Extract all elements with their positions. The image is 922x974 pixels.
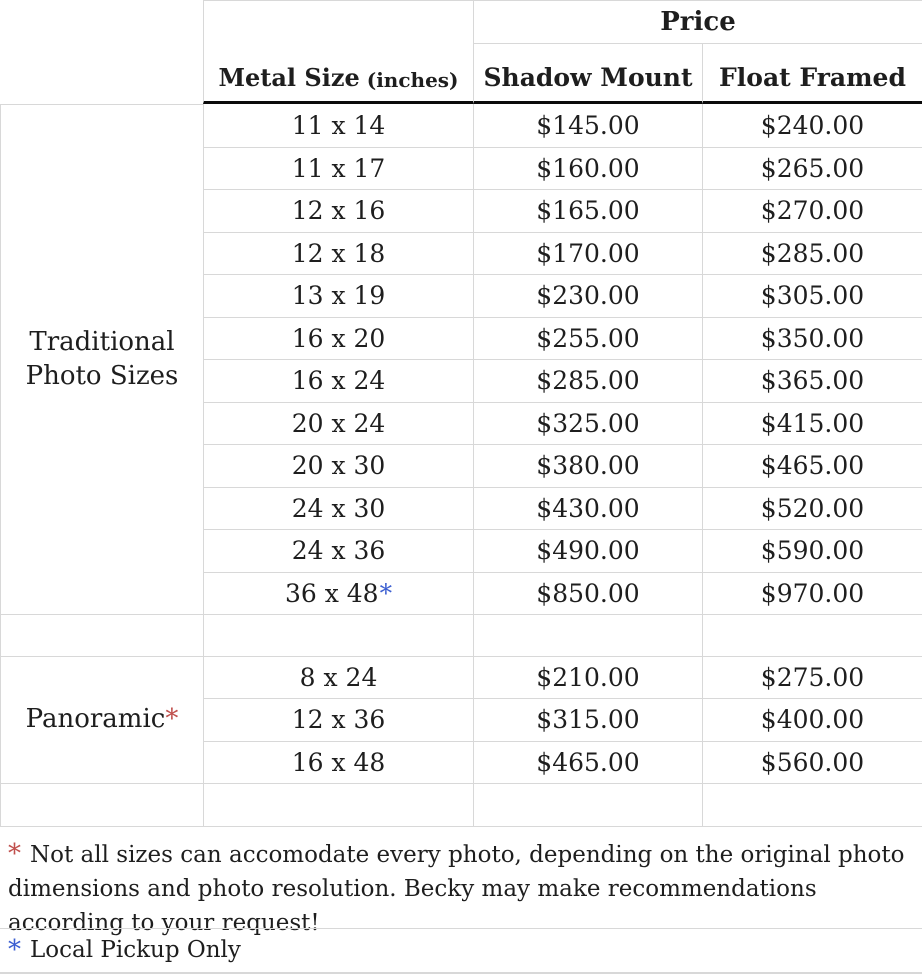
price-header-label: Price (660, 7, 736, 37)
size-cell: 8 x 24 (203, 656, 473, 699)
shadow-mount-price-cell: $210.00 (473, 656, 702, 699)
group-label-traditional-text: Traditional Photo Sizes (25, 327, 179, 391)
shadow-mount-header: Shadow Mount (473, 44, 702, 104)
size-cell: 11 x 17 (203, 146, 473, 189)
size-cell: 12 x 36 (203, 698, 473, 741)
size-cell: 16 x 20 (203, 316, 473, 359)
size-cell: 16 x 24 (203, 359, 473, 402)
size-cell: 13 x 19 (203, 274, 473, 317)
shadow-mount-price-cell: $285.00 (473, 359, 702, 402)
spacer-cell (0, 782, 203, 826)
float-framed-price-cell: $305.00 (702, 274, 922, 317)
shadow-mount-price-cell: $850.00 (473, 571, 702, 614)
float-framed-price-cell: $970.00 (702, 571, 922, 614)
float-framed-price-cell: $240.00 (702, 104, 922, 147)
float-framed-price-cell: $415.00 (702, 401, 922, 444)
footnote-local-pickup-text: Local Pickup Only (30, 937, 241, 964)
size-cell: 16 x 48 (203, 740, 473, 783)
shadow-mount-price-cell: $325.00 (473, 401, 702, 444)
size-cell: 24 x 30 (203, 486, 473, 529)
float-framed-header-label: Float Framed (719, 63, 906, 92)
shadow-mount-price-cell: $380.00 (473, 444, 702, 487)
shadow-mount-price-cell: $145.00 (473, 104, 702, 147)
float-framed-price-cell: $350.00 (702, 316, 922, 359)
spacer-cell (0, 614, 203, 656)
local-pickup-asterisk: * (379, 578, 393, 608)
price-header: Price (473, 0, 922, 44)
metal-size-header-label: Metal Size (218, 63, 360, 92)
float-framed-price-cell: $590.00 (702, 529, 922, 572)
shadow-mount-price-cell: $230.00 (473, 274, 702, 317)
float-framed-price-cell: $275.00 (702, 656, 922, 699)
group-label-panoramic-text: Panoramic* (25, 704, 179, 735)
shadow-mount-price-cell: $160.00 (473, 146, 702, 189)
shadow-mount-header-label: Shadow Mount (483, 63, 693, 92)
spacer-cell (473, 782, 702, 826)
shadow-mount-price-cell: $490.00 (473, 529, 702, 572)
shadow-mount-price-cell: $430.00 (473, 486, 702, 529)
spacer-cell (702, 614, 922, 656)
size-cell: 12 x 18 (203, 231, 473, 274)
local-pickup-asterisk: * (8, 935, 21, 966)
spacer-cell (702, 782, 922, 826)
shadow-mount-price-cell: $170.00 (473, 231, 702, 274)
float-framed-header: Float Framed (702, 44, 922, 104)
footnote-sizes: * Not all sizes can accomodate every phot… (0, 825, 922, 936)
size-cell: 36 x 48 * (203, 571, 473, 614)
float-framed-price-cell: $465.00 (702, 444, 922, 487)
shadow-mount-price-cell: $465.00 (473, 740, 702, 783)
float-framed-price-cell: $265.00 (702, 146, 922, 189)
size-cell: 11 x 14 (203, 104, 473, 147)
float-framed-price-cell: $400.00 (702, 698, 922, 741)
size-cell: 24 x 36 (203, 529, 473, 572)
spacer-cell (473, 614, 702, 656)
float-framed-price-cell: $365.00 (702, 359, 922, 402)
metal-size-header-unit: (inches) (366, 68, 459, 92)
group-label-traditional: Traditional Photo Sizes (0, 104, 203, 614)
footnote-sizes-text: Not all sizes can accomodate every photo… (8, 841, 905, 936)
shadow-mount-price-cell: $165.00 (473, 189, 702, 232)
spacer-cell (203, 782, 473, 826)
sizes-note-asterisk: * (8, 838, 21, 869)
float-framed-price-cell: $270.00 (702, 189, 922, 232)
shadow-mount-price-cell: $255.00 (473, 316, 702, 359)
float-framed-price-cell: $520.00 (702, 486, 922, 529)
size-cell: 20 x 24 (203, 401, 473, 444)
size-cell: 20 x 30 (203, 444, 473, 487)
spacer-cell (203, 614, 473, 656)
group-label-panoramic: Panoramic* (0, 656, 203, 783)
footnote-local-pickup: * Local Pickup Only (0, 927, 922, 974)
float-framed-price-cell: $285.00 (702, 231, 922, 274)
shadow-mount-price-cell: $315.00 (473, 698, 702, 741)
metal-size-header: Metal Size (inches) (203, 0, 473, 104)
float-framed-price-cell: $560.00 (702, 740, 922, 783)
sizes-note-asterisk: * (165, 704, 179, 735)
size-cell: 12 x 16 (203, 189, 473, 232)
header-blank-cell (0, 0, 203, 104)
